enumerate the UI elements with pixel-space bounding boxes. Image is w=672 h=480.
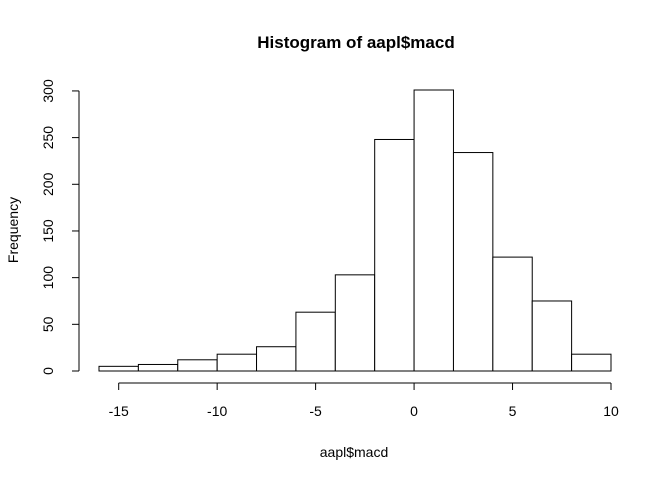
x-tick-label: 0 <box>410 403 418 419</box>
y-tick-label: 250 <box>40 126 56 150</box>
y-tick-label: 300 <box>40 79 56 103</box>
y-tick-label: 100 <box>40 266 56 290</box>
histogram-bar <box>256 346 297 372</box>
histogram-bar <box>413 89 454 372</box>
histogram-bar <box>334 274 376 372</box>
chart-title: Histogram of aapl$macd <box>257 33 454 52</box>
histogram-bar <box>492 256 533 372</box>
histogram-bar <box>452 152 494 372</box>
x-tick-label: -10 <box>207 403 227 419</box>
histogram-bar <box>98 365 139 372</box>
y-axis-label: Frequency <box>5 197 21 263</box>
histogram-bar <box>216 353 258 372</box>
x-tick-label: 10 <box>603 403 619 419</box>
histogram-bar <box>531 300 573 372</box>
histogram-bar <box>571 353 612 372</box>
histogram-bar <box>137 363 179 372</box>
bars-group <box>98 89 612 372</box>
y-tick-label: 150 <box>40 219 56 243</box>
x-axis: -15 -10 -5 0 5 10 <box>109 382 619 419</box>
histogram-bar <box>177 359 218 372</box>
y-tick-label: 0 <box>40 367 56 375</box>
x-tick-label: 5 <box>509 403 517 419</box>
y-tick-label: 200 <box>40 172 56 196</box>
y-tick-label: 50 <box>40 316 56 332</box>
x-axis-label: aapl$macd <box>320 444 389 460</box>
x-tick-label: -5 <box>309 403 322 419</box>
histogram-bar <box>295 311 336 372</box>
x-tick-label: -15 <box>109 403 129 419</box>
histogram-bar <box>374 138 415 372</box>
y-axis: 0 50 100 150 200 250 300 <box>40 79 80 375</box>
